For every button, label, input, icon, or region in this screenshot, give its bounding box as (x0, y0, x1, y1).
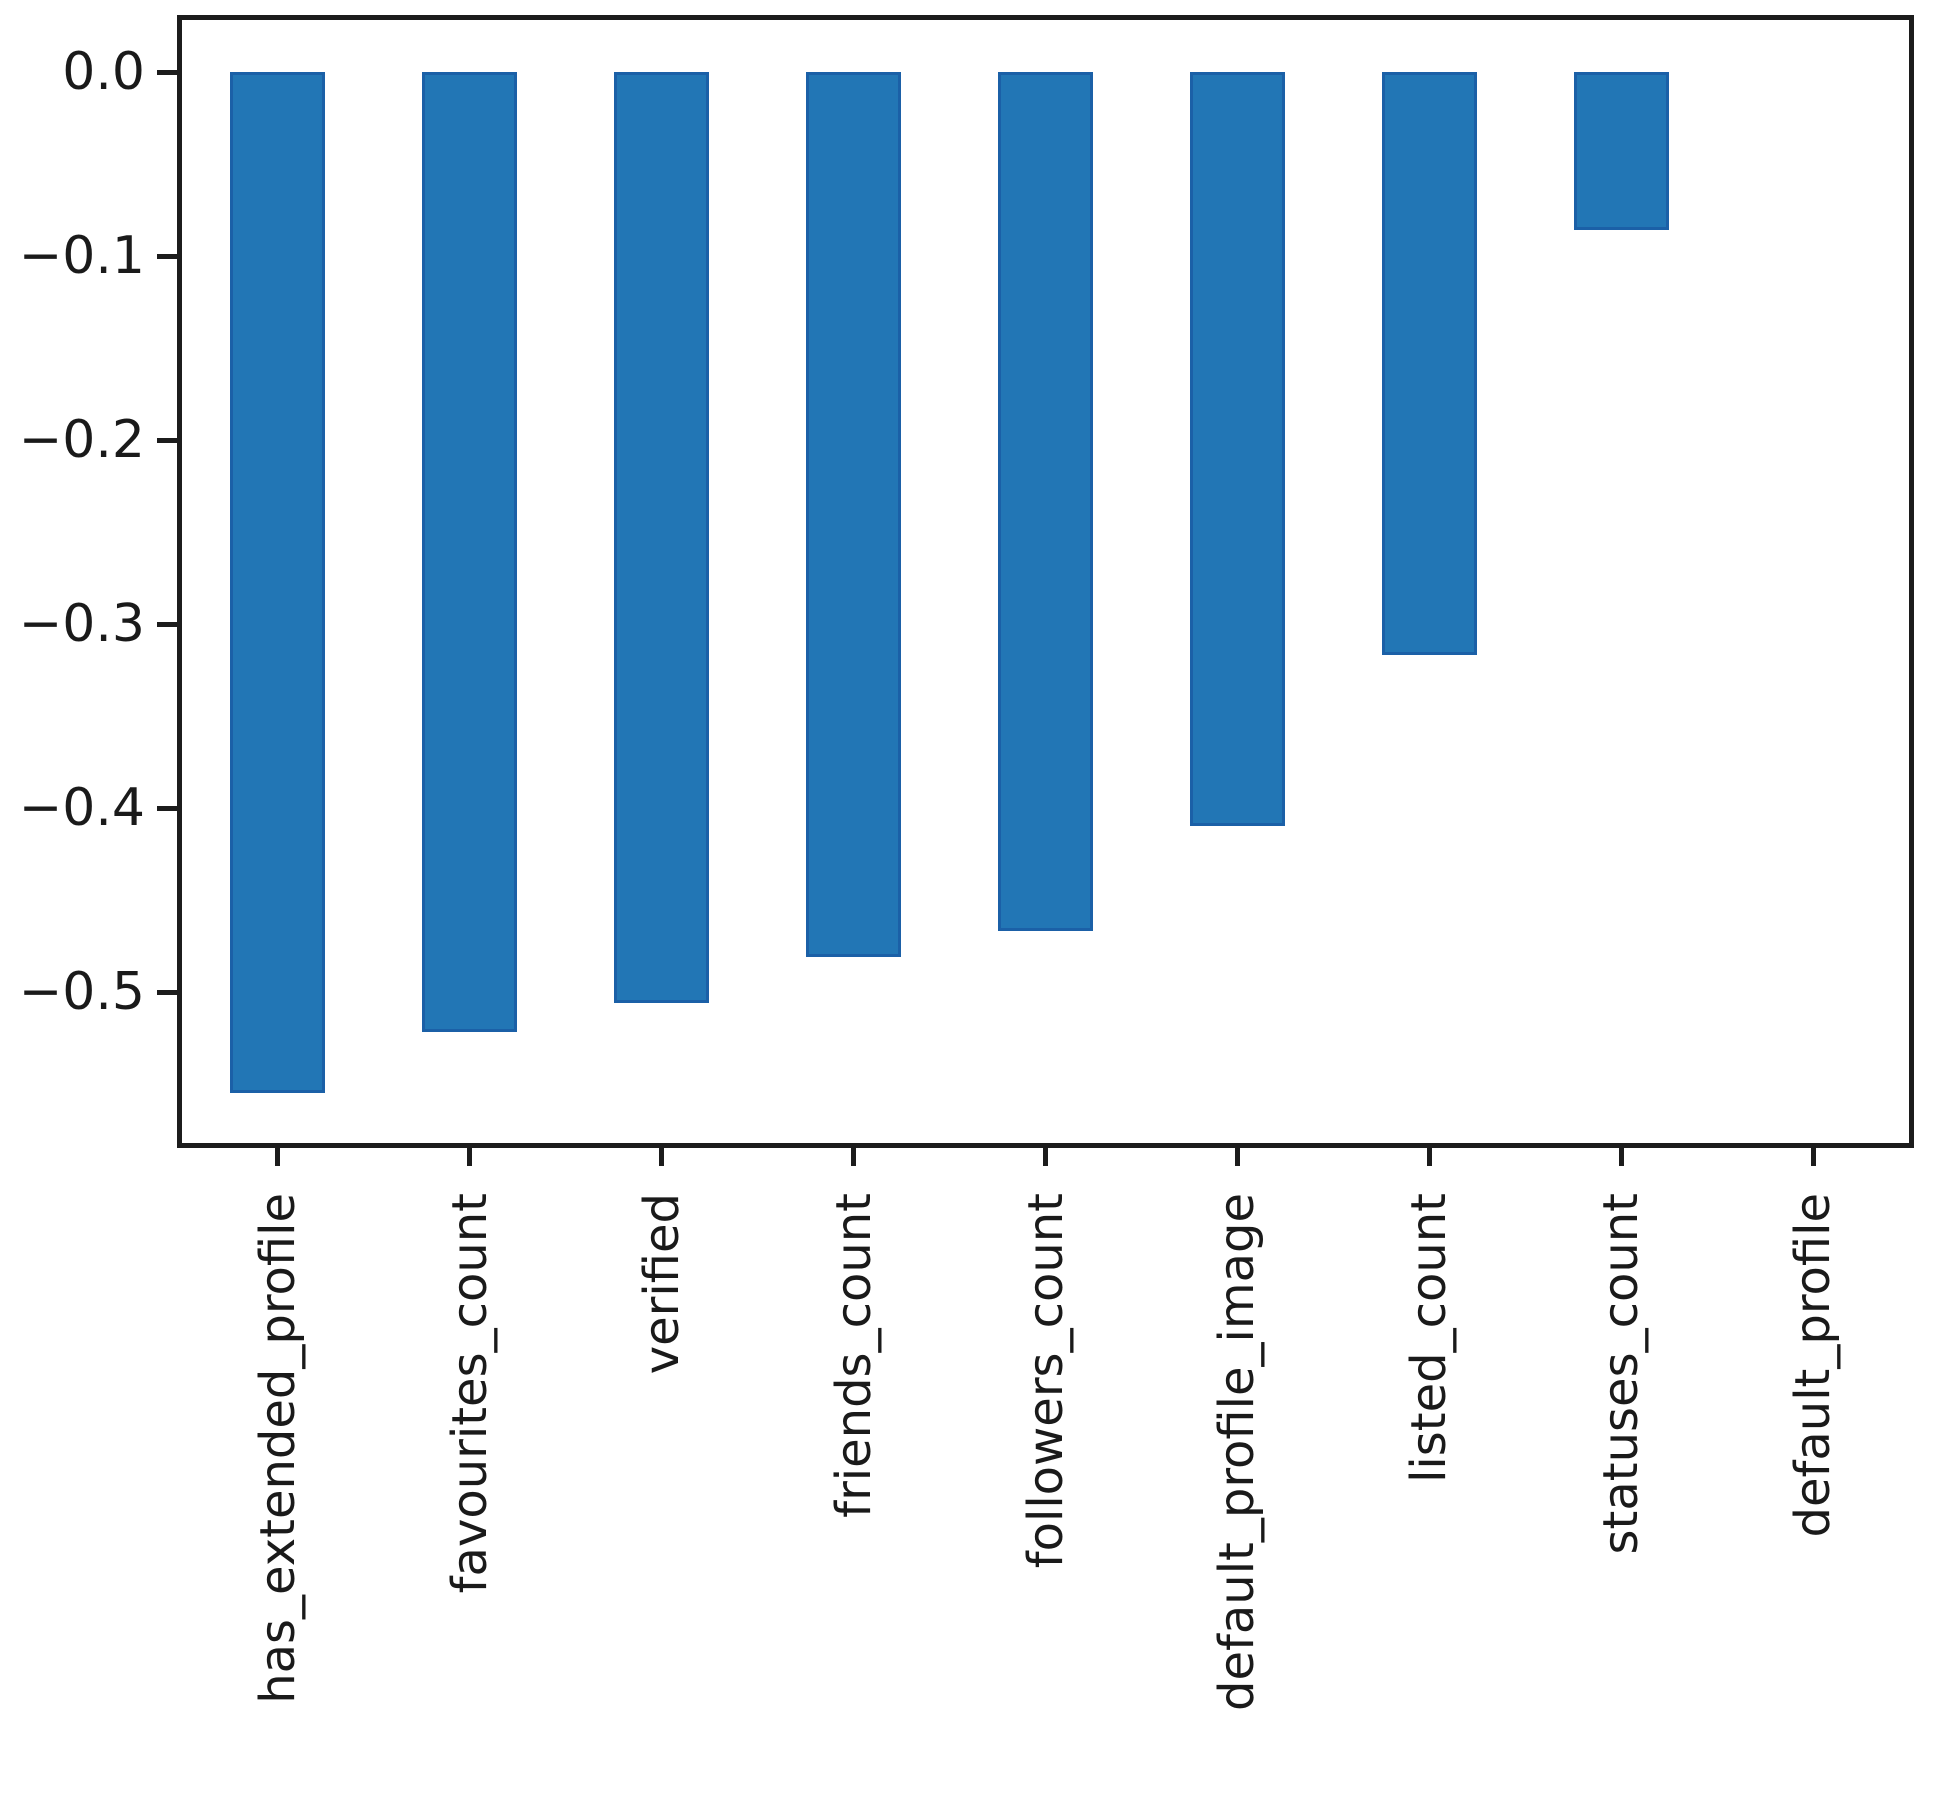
x-tick (1426, 1148, 1432, 1166)
x-tick-label-friends_count: friends_count (825, 1193, 882, 1518)
bar-verified (614, 72, 710, 1004)
y-tick (157, 253, 177, 259)
x-tick-label-followers_count: followers_count (1017, 1193, 1074, 1569)
x-tick (467, 1148, 473, 1166)
x-tick-label-verified: verified (633, 1193, 690, 1375)
x-tick-label-has_extended_profile: has_extended_profile (249, 1193, 306, 1704)
x-tick-label-default_profile_image: default_profile_image (1209, 1193, 1266, 1712)
x-tick (1043, 1148, 1048, 1166)
x-tick (1810, 1148, 1816, 1166)
bar-listed_count (1381, 72, 1477, 656)
x-tick (275, 1148, 281, 1166)
x-tick-label-listed_count: listed_count (1401, 1193, 1458, 1483)
y-tick (157, 989, 177, 995)
plot-area (177, 15, 1914, 1148)
y-tick (157, 69, 177, 75)
bar-has_extended_profile (230, 72, 326, 1094)
y-tick (157, 805, 177, 811)
x-tick (659, 1148, 665, 1166)
x-tick (851, 1148, 857, 1166)
y-tick-label: −0.5 (18, 962, 145, 1022)
x-tick-label-favourites_count: favourites_count (441, 1193, 498, 1594)
y-tick (157, 621, 177, 627)
bar-friends_count (806, 72, 902, 958)
y-tick-label: 0.0 (62, 42, 145, 102)
y-tick (157, 437, 177, 443)
y-tick-label: −0.4 (18, 778, 145, 838)
x-tick (1618, 1148, 1624, 1166)
y-tick-label: −0.2 (18, 410, 145, 470)
bar-statuses_count (1573, 72, 1669, 231)
y-tick-label: −0.3 (18, 594, 145, 654)
bar-followers_count (998, 72, 1093, 932)
x-tick-label-statuses_count: statuses_count (1593, 1193, 1650, 1555)
bar-default_profile_image (1189, 72, 1285, 827)
x-tick-label-default_profile: default_profile (1785, 1193, 1842, 1538)
x-tick (1234, 1148, 1240, 1166)
y-tick-label: −0.1 (18, 226, 145, 286)
bar-favourites_count (422, 72, 518, 1033)
